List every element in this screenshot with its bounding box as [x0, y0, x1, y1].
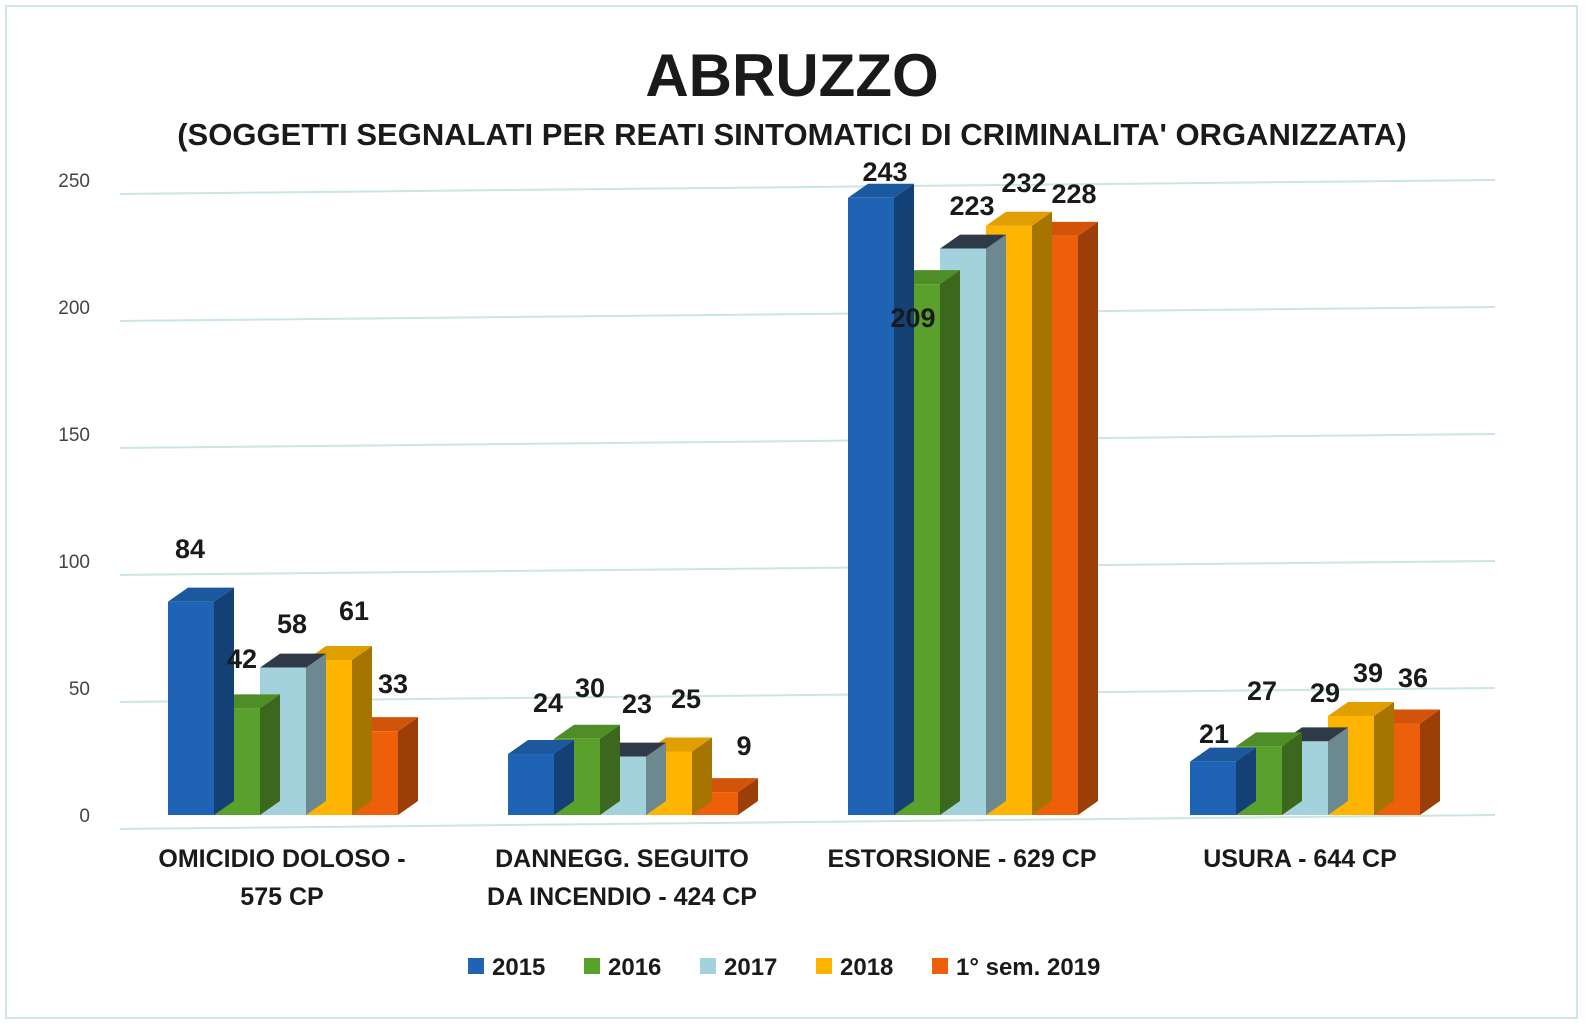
- legend-item: 1° sem. 2019: [932, 954, 1100, 981]
- data-label: 30: [575, 673, 605, 703]
- data-label: 232: [1001, 168, 1046, 198]
- data-label: 25: [671, 684, 701, 714]
- chart-subtitle: (SOGGETTI SEGNALATI PER REATI SINTOMATIC…: [177, 117, 1407, 152]
- y-tick-label: 250: [58, 171, 90, 192]
- legend-swatch: [932, 958, 948, 974]
- legend-item: 2015: [468, 954, 545, 981]
- data-labels: 84 24 243 21 42 30 209 27 58 23 223 29 61 25 232 39 33 9 2…: [175, 157, 1428, 761]
- data-label: 21: [1199, 719, 1229, 749]
- legend-swatch: [584, 958, 600, 974]
- legend-swatch: [700, 958, 716, 974]
- y-axis-ticks: 0 50 100 150 200 250: [58, 171, 90, 827]
- bar: [1190, 747, 1256, 815]
- y-tick-label: 50: [69, 679, 90, 700]
- y-tick-label: 0: [79, 806, 90, 827]
- legend-label: 2016: [608, 954, 661, 981]
- data-label: 33: [378, 669, 408, 699]
- x-axis-categories: OMICIDIO DOLOSO -575 CP DANNEGG. SEGUITO D…: [158, 845, 1396, 911]
- y-tick-label: 200: [58, 298, 90, 319]
- data-label: 39: [1353, 658, 1383, 688]
- x-category-label: DANNEGG. SEGUITO DA INCENDIO - 424 CP: [487, 845, 757, 911]
- data-label: 228: [1051, 179, 1096, 209]
- data-label: 84: [175, 534, 205, 564]
- gridline: [119, 814, 1496, 830]
- data-label: 29: [1310, 678, 1340, 708]
- bars: [168, 183, 1440, 816]
- data-label: 36: [1398, 663, 1428, 693]
- legend-item: 2017: [700, 954, 777, 981]
- legend: 2015 2016 2017 2018 1° sem. 2019: [468, 954, 1100, 981]
- legend-label: 2015: [492, 954, 545, 981]
- chart-title: ABRUZZO: [645, 42, 938, 109]
- x-category-label: USURA - 644 CP: [1203, 845, 1397, 873]
- legend-label: 2018: [840, 954, 893, 981]
- data-label: 42: [227, 644, 257, 674]
- data-label: 23: [622, 689, 652, 719]
- gridline: [119, 179, 1496, 195]
- data-label: 243: [862, 157, 907, 187]
- data-label: 223: [949, 191, 994, 221]
- bar: [168, 587, 234, 815]
- data-label: 9: [736, 731, 751, 761]
- legend-item: 2018: [816, 954, 893, 981]
- legend-label: 2017: [724, 954, 777, 981]
- x-category-label: ESTORSIONE - 629 CP: [827, 845, 1096, 873]
- data-label: 209: [890, 303, 935, 333]
- data-label: 58: [277, 609, 307, 639]
- data-label: 27: [1247, 676, 1277, 706]
- data-label: 61: [339, 596, 369, 626]
- legend-label: 1° sem. 2019: [956, 954, 1100, 981]
- y-tick-label: 100: [58, 552, 90, 573]
- gridline: [119, 433, 1496, 449]
- chart-frame: [5, 5, 1578, 1019]
- legend-swatch: [468, 958, 484, 974]
- y-tick-label: 150: [58, 425, 90, 446]
- gridline: [119, 560, 1496, 576]
- x-category-label: OMICIDIO DOLOSO -575 CP: [158, 845, 405, 911]
- bar: [848, 183, 914, 815]
- legend-item: 2016: [584, 954, 661, 981]
- data-label: 24: [533, 688, 563, 718]
- bar: [508, 740, 574, 815]
- legend-swatch: [816, 958, 832, 974]
- gridline: [119, 306, 1496, 322]
